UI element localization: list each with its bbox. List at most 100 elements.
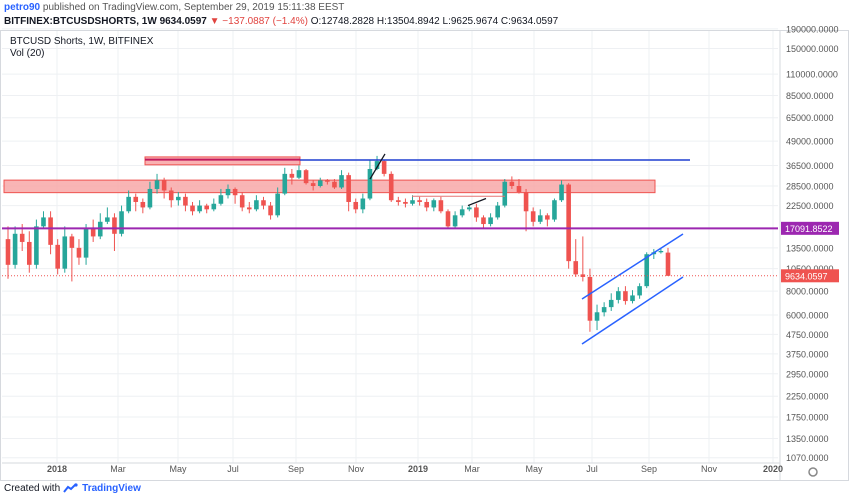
- candle-body[interactable]: [140, 201, 146, 208]
- candle-body[interactable]: [48, 217, 53, 245]
- candle-body[interactable]: [161, 180, 167, 191]
- candle-body[interactable]: [34, 226, 39, 265]
- candle-body[interactable]: [637, 286, 642, 296]
- candle-body[interactable]: [353, 201, 359, 210]
- candle-body[interactable]: [452, 215, 458, 227]
- candle-body[interactable]: [325, 180, 330, 182]
- candle-body[interactable]: [580, 274, 586, 277]
- candle-body[interactable]: [246, 207, 252, 210]
- candle-body[interactable]: [346, 175, 351, 202]
- candle-body[interactable]: [488, 217, 493, 225]
- candle-body[interactable]: [403, 201, 408, 204]
- candle-body[interactable]: [26, 241, 32, 265]
- candle-body[interactable]: [176, 196, 181, 201]
- candle-body[interactable]: [545, 215, 550, 220]
- candle-body[interactable]: [55, 244, 60, 269]
- candle-body[interactable]: [381, 161, 387, 174]
- candle-body[interactable]: [388, 173, 394, 201]
- chart-frame[interactable]: [0, 30, 849, 481]
- author-link[interactable]: petro90: [4, 2, 41, 13]
- candle-body[interactable]: [289, 173, 295, 178]
- candle-body[interactable]: [232, 188, 238, 196]
- candle-body[interactable]: [459, 209, 465, 216]
- candle-body[interactable]: [69, 236, 75, 248]
- candle-body[interactable]: [268, 205, 273, 216]
- candle-body[interactable]: [239, 195, 245, 208]
- candle-body[interactable]: [19, 233, 25, 242]
- candle-body[interactable]: [537, 215, 543, 222]
- candle-body[interactable]: [566, 184, 571, 262]
- candle-body[interactable]: [76, 247, 82, 258]
- candle-body[interactable]: [509, 181, 515, 186]
- candle-body[interactable]: [62, 236, 68, 269]
- candle-body[interactable]: [154, 180, 160, 189]
- channel-lower-line[interactable]: [581, 276, 684, 345]
- candle-body[interactable]: [410, 200, 415, 204]
- candle-body[interactable]: [282, 173, 288, 194]
- candle-body[interactable]: [523, 192, 529, 212]
- candle-body[interactable]: [83, 228, 89, 258]
- candle-body[interactable]: [608, 299, 614, 308]
- candle-body[interactable]: [431, 200, 437, 208]
- candle-body[interactable]: [90, 228, 96, 237]
- candle-body[interactable]: [623, 291, 628, 302]
- candle-body[interactable]: [275, 193, 280, 216]
- candle-body[interactable]: [211, 203, 217, 210]
- settings-gear-icon[interactable]: [808, 467, 818, 477]
- candle-body[interactable]: [658, 250, 664, 253]
- candle-body[interactable]: [296, 170, 302, 178]
- candle-body[interactable]: [530, 211, 536, 222]
- candle-body[interactable]: [601, 307, 607, 313]
- candle-body[interactable]: [133, 196, 139, 202]
- candle-body[interactable]: [147, 188, 153, 208]
- candle-body[interactable]: [516, 186, 522, 193]
- candle-body[interactable]: [303, 170, 309, 184]
- channel-upper-line[interactable]: [581, 233, 684, 300]
- candle-body[interactable]: [665, 252, 671, 276]
- candle-body[interactable]: [261, 200, 266, 206]
- candle-body[interactable]: [466, 207, 472, 210]
- candle-body[interactable]: [41, 217, 46, 227]
- candle-body[interactable]: [218, 195, 224, 204]
- candle-body[interactable]: [495, 205, 500, 218]
- candle-body[interactable]: [616, 291, 621, 300]
- candle-body[interactable]: [317, 180, 323, 186]
- candle-body[interactable]: [197, 205, 202, 212]
- candle-body[interactable]: [339, 175, 344, 188]
- candle-body[interactable]: [119, 211, 124, 234]
- candle-body[interactable]: [438, 200, 444, 212]
- candle-body[interactable]: [502, 181, 508, 206]
- candle-body[interactable]: [417, 200, 422, 202]
- candle-body[interactable]: [5, 239, 11, 265]
- candle-body[interactable]: [594, 312, 600, 321]
- candle-body[interactable]: [225, 188, 231, 196]
- tradingview-brand[interactable]: TradingView: [82, 483, 141, 494]
- candle-body[interactable]: [105, 217, 110, 222]
- candle-body[interactable]: [552, 200, 557, 220]
- candle-body[interactable]: [112, 217, 117, 234]
- candle-body[interactable]: [190, 205, 195, 212]
- candle-body[interactable]: [126, 196, 131, 212]
- candle-body[interactable]: [630, 295, 635, 302]
- candle-body[interactable]: [183, 196, 188, 206]
- candle-body[interactable]: [644, 254, 650, 287]
- resistance-zone-main[interactable]: [3, 179, 656, 194]
- candle-body[interactable]: [310, 183, 316, 186]
- candle-body[interactable]: [573, 261, 579, 275]
- candle-body[interactable]: [396, 200, 401, 202]
- candle-body[interactable]: [559, 184, 564, 201]
- candle-body[interactable]: [587, 276, 593, 321]
- candle-body[interactable]: [424, 201, 430, 208]
- candle-body[interactable]: [360, 198, 366, 210]
- candle-body[interactable]: [168, 190, 174, 201]
- resistance-zone-top[interactable]: [144, 156, 301, 166]
- candle-body[interactable]: [474, 207, 479, 218]
- candle-body[interactable]: [254, 200, 259, 210]
- candle-body[interactable]: [204, 205, 210, 210]
- candle-body[interactable]: [445, 211, 451, 227]
- candle-body[interactable]: [374, 161, 380, 169]
- candle-body[interactable]: [481, 217, 486, 225]
- candle-body[interactable]: [367, 168, 373, 199]
- candle-body[interactable]: [332, 181, 337, 188]
